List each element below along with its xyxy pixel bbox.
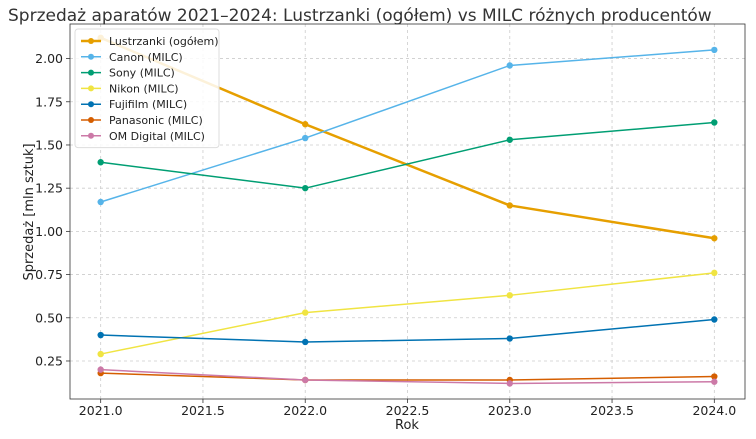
- series-om-digital-milc: [97, 366, 718, 387]
- series-canon-milc: [97, 46, 718, 206]
- series-line: [100, 318, 715, 343]
- legend-item: Lustrzanki (ogółem): [81, 35, 219, 48]
- data-point: [506, 202, 513, 209]
- series-line: [100, 368, 715, 385]
- y-tick-label: 0.25: [35, 353, 63, 368]
- x-tick-label: 2022.0: [283, 403, 327, 418]
- x-tick-label: 2021.5: [181, 403, 225, 418]
- x-tick-label: 2022.5: [386, 403, 430, 418]
- x-tick-label: 2023.5: [590, 403, 634, 418]
- data-point: [506, 62, 513, 69]
- data-point: [506, 380, 513, 387]
- y-tick-label: 2.00: [35, 51, 63, 66]
- data-point: [97, 350, 104, 358]
- legend-item: Sony (MILC): [81, 67, 175, 80]
- data-point: [506, 335, 513, 342]
- legend-marker: [88, 132, 94, 139]
- data-point: [97, 159, 104, 166]
- data-point: [302, 309, 309, 316]
- legend-marker: [88, 38, 94, 44]
- data-point: [711, 269, 718, 277]
- legend-item: OM Digital (MILC): [81, 130, 205, 143]
- series-line: [100, 121, 715, 189]
- data-point: [506, 292, 513, 299]
- legend-label: OM Digital (MILC): [109, 130, 205, 143]
- data-point: [302, 376, 309, 384]
- legend-marker: [88, 69, 94, 76]
- legend-item: Nikon (MILC): [81, 82, 179, 95]
- data-point: [711, 235, 718, 242]
- legend-item: Fujifilm (MILC): [81, 98, 187, 111]
- legend-item: Canon (MILC): [81, 51, 183, 64]
- y-axis-label: Sprzedaż [mln sztuk]: [22, 143, 37, 280]
- data-point: [97, 198, 104, 206]
- series-sony-milc: [97, 119, 718, 192]
- legend-box: [74, 28, 220, 149]
- legend-label: Sony (MILC): [109, 67, 175, 80]
- data-point: [711, 46, 718, 54]
- legend-label: Panasonic (MILC): [109, 114, 203, 127]
- y-tick-label: 1.25: [35, 181, 63, 196]
- data-point: [302, 121, 309, 128]
- data-point: [711, 378, 718, 385]
- y-tick-label: 1.75: [35, 94, 63, 109]
- y-tick-label: 1.50: [35, 137, 63, 152]
- data-point: [302, 338, 309, 346]
- legend-label: Nikon (MILC): [109, 82, 179, 95]
- series-line: [100, 372, 715, 381]
- x-axis-label: Rok: [395, 418, 419, 433]
- data-point: [302, 184, 309, 192]
- series-fujifilm-milc: [97, 316, 718, 346]
- y-axis: 0.25 0.50 0.75 1.00 1.25 1.50 1.75 2.00: [35, 51, 70, 368]
- x-tick-label: 2021.0: [79, 403, 123, 418]
- data-point: [97, 366, 104, 373]
- series-line: [100, 272, 715, 355]
- legend-marker: [88, 117, 94, 123]
- data-point: [711, 316, 718, 323]
- series-line: [100, 49, 715, 203]
- x-tick-label: 2023.0: [488, 403, 532, 418]
- series-nikon-milc: [97, 269, 718, 358]
- data-point: [97, 331, 104, 339]
- legend-marker: [88, 85, 94, 92]
- legend-label: Fujifilm (MILC): [109, 98, 187, 111]
- legend: Lustrzanki (ogółem) Canon (MILC) Sony (MIL…: [74, 28, 220, 149]
- legend-marker: [88, 53, 94, 60]
- data-point: [711, 373, 718, 380]
- data-point: [711, 119, 718, 126]
- legend-label: Canon (MILC): [109, 51, 183, 64]
- x-axis: 2021.0 2021.5 2022.0 2022.5 2023.0 2023.5 2024…: [79, 399, 736, 418]
- chart-title: Sprzedaż aparatów 2021–2024: Lustrzanki …: [8, 6, 712, 26]
- data-point: [302, 134, 309, 142]
- y-tick-label: 0.75: [35, 267, 63, 282]
- y-tick-label: 0.50: [35, 310, 63, 325]
- x-tick-label: 2024.0: [692, 403, 736, 418]
- legend-label: Lustrzanki (ogółem): [109, 35, 219, 48]
- y-tick-label: 1.00: [35, 224, 63, 239]
- legend-item: Panasonic (MILC): [81, 114, 203, 127]
- data-point: [506, 136, 513, 143]
- legend-marker: [88, 101, 94, 108]
